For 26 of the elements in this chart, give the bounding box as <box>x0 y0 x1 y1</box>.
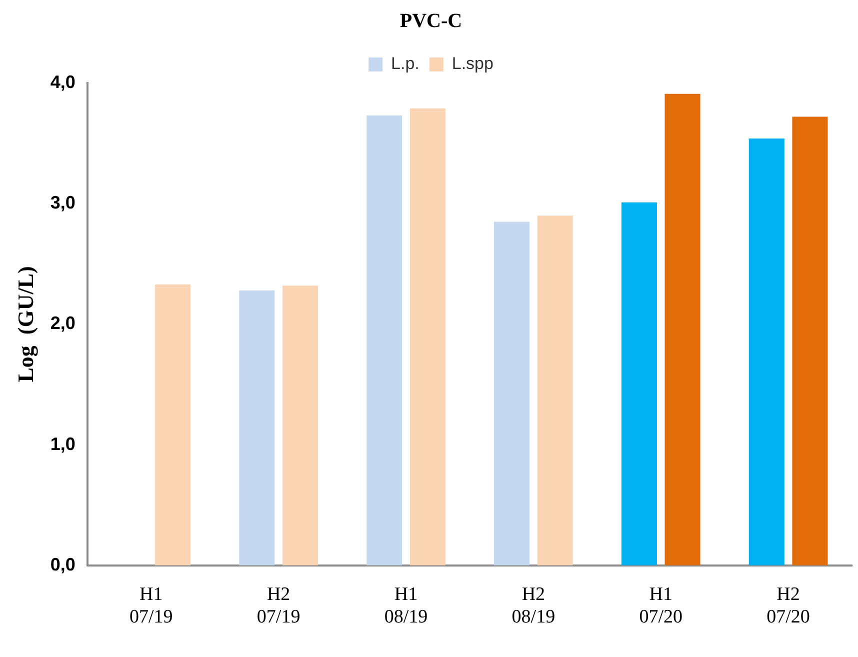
y-tick-label: 2,0 <box>50 313 76 334</box>
y-tick-label: 1,0 <box>50 434 76 454</box>
y-tick-label: 3,0 <box>50 192 76 213</box>
x-tick-label: H2 07/20 <box>766 584 810 628</box>
y-tick-label: 4,0 <box>50 72 76 92</box>
x-tick-label: H2 07/19 <box>256 584 300 628</box>
x-tick-label: H2 08/19 <box>512 584 556 628</box>
bar <box>621 202 657 566</box>
x-tick-label: H1 07/19 <box>129 584 173 628</box>
legend-label: L.spp <box>452 54 494 74</box>
x-tick-label: H1 07/20 <box>639 584 682 628</box>
bar <box>410 108 446 566</box>
bar <box>366 116 402 566</box>
bar <box>664 94 700 566</box>
bar <box>792 116 828 566</box>
bar <box>155 284 191 566</box>
chart-title: PVC-C <box>400 10 462 32</box>
y-tick-label: 0,0 <box>50 554 76 574</box>
bar <box>239 290 275 566</box>
y-axis-title: Log (GU/L) <box>12 266 38 382</box>
bar <box>748 138 784 566</box>
bar <box>537 216 573 566</box>
x-tick-label: H1 08/19 <box>384 584 428 628</box>
bar <box>494 222 530 566</box>
legend-label: L.p. <box>391 54 420 74</box>
bar <box>282 286 318 566</box>
